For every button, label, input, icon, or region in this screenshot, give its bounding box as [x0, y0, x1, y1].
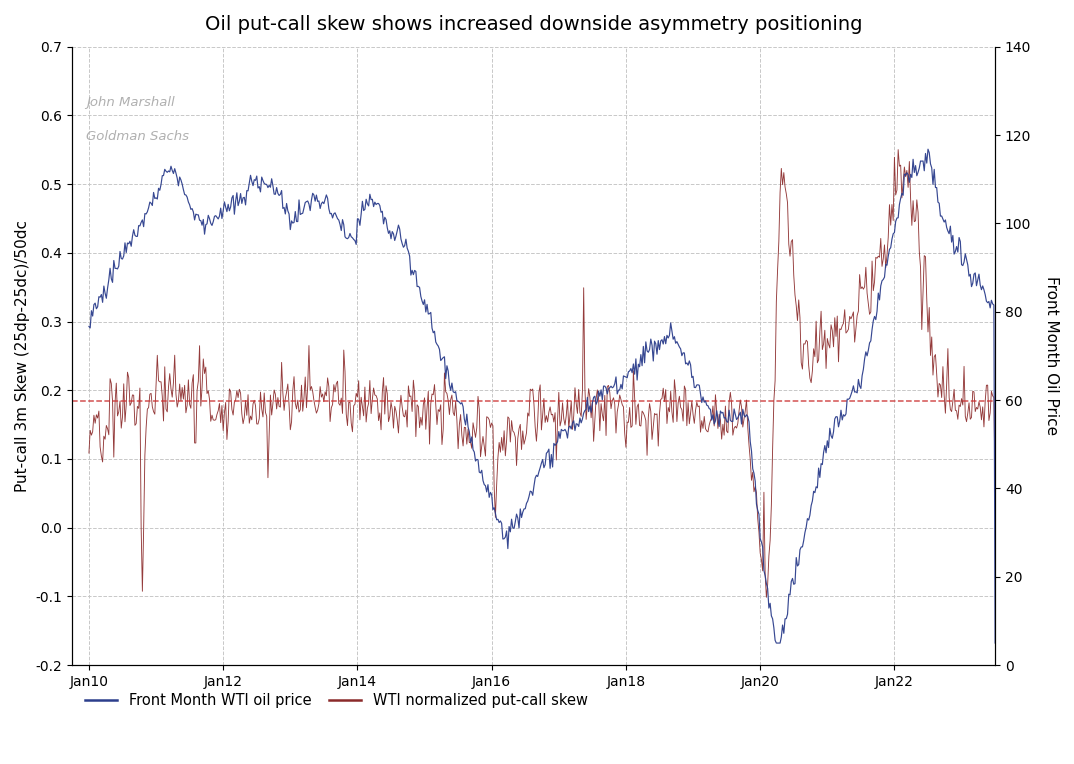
Legend: Front Month WTI oil price, WTI normalized put-call skew: Front Month WTI oil price, WTI normalize…	[79, 687, 594, 714]
Text: Goldman Sachs: Goldman Sachs	[86, 130, 189, 143]
Title: Oil put-call skew shows increased downside asymmetry positioning: Oil put-call skew shows increased downsi…	[205, 15, 862, 34]
Y-axis label: Put-call 3m Skew (25dp-25dc)/50dc: Put-call 3m Skew (25dp-25dc)/50dc	[15, 220, 30, 492]
Y-axis label: Front Month Oil Price: Front Month Oil Price	[1044, 277, 1059, 435]
Text: John Marshall: John Marshall	[86, 96, 175, 109]
